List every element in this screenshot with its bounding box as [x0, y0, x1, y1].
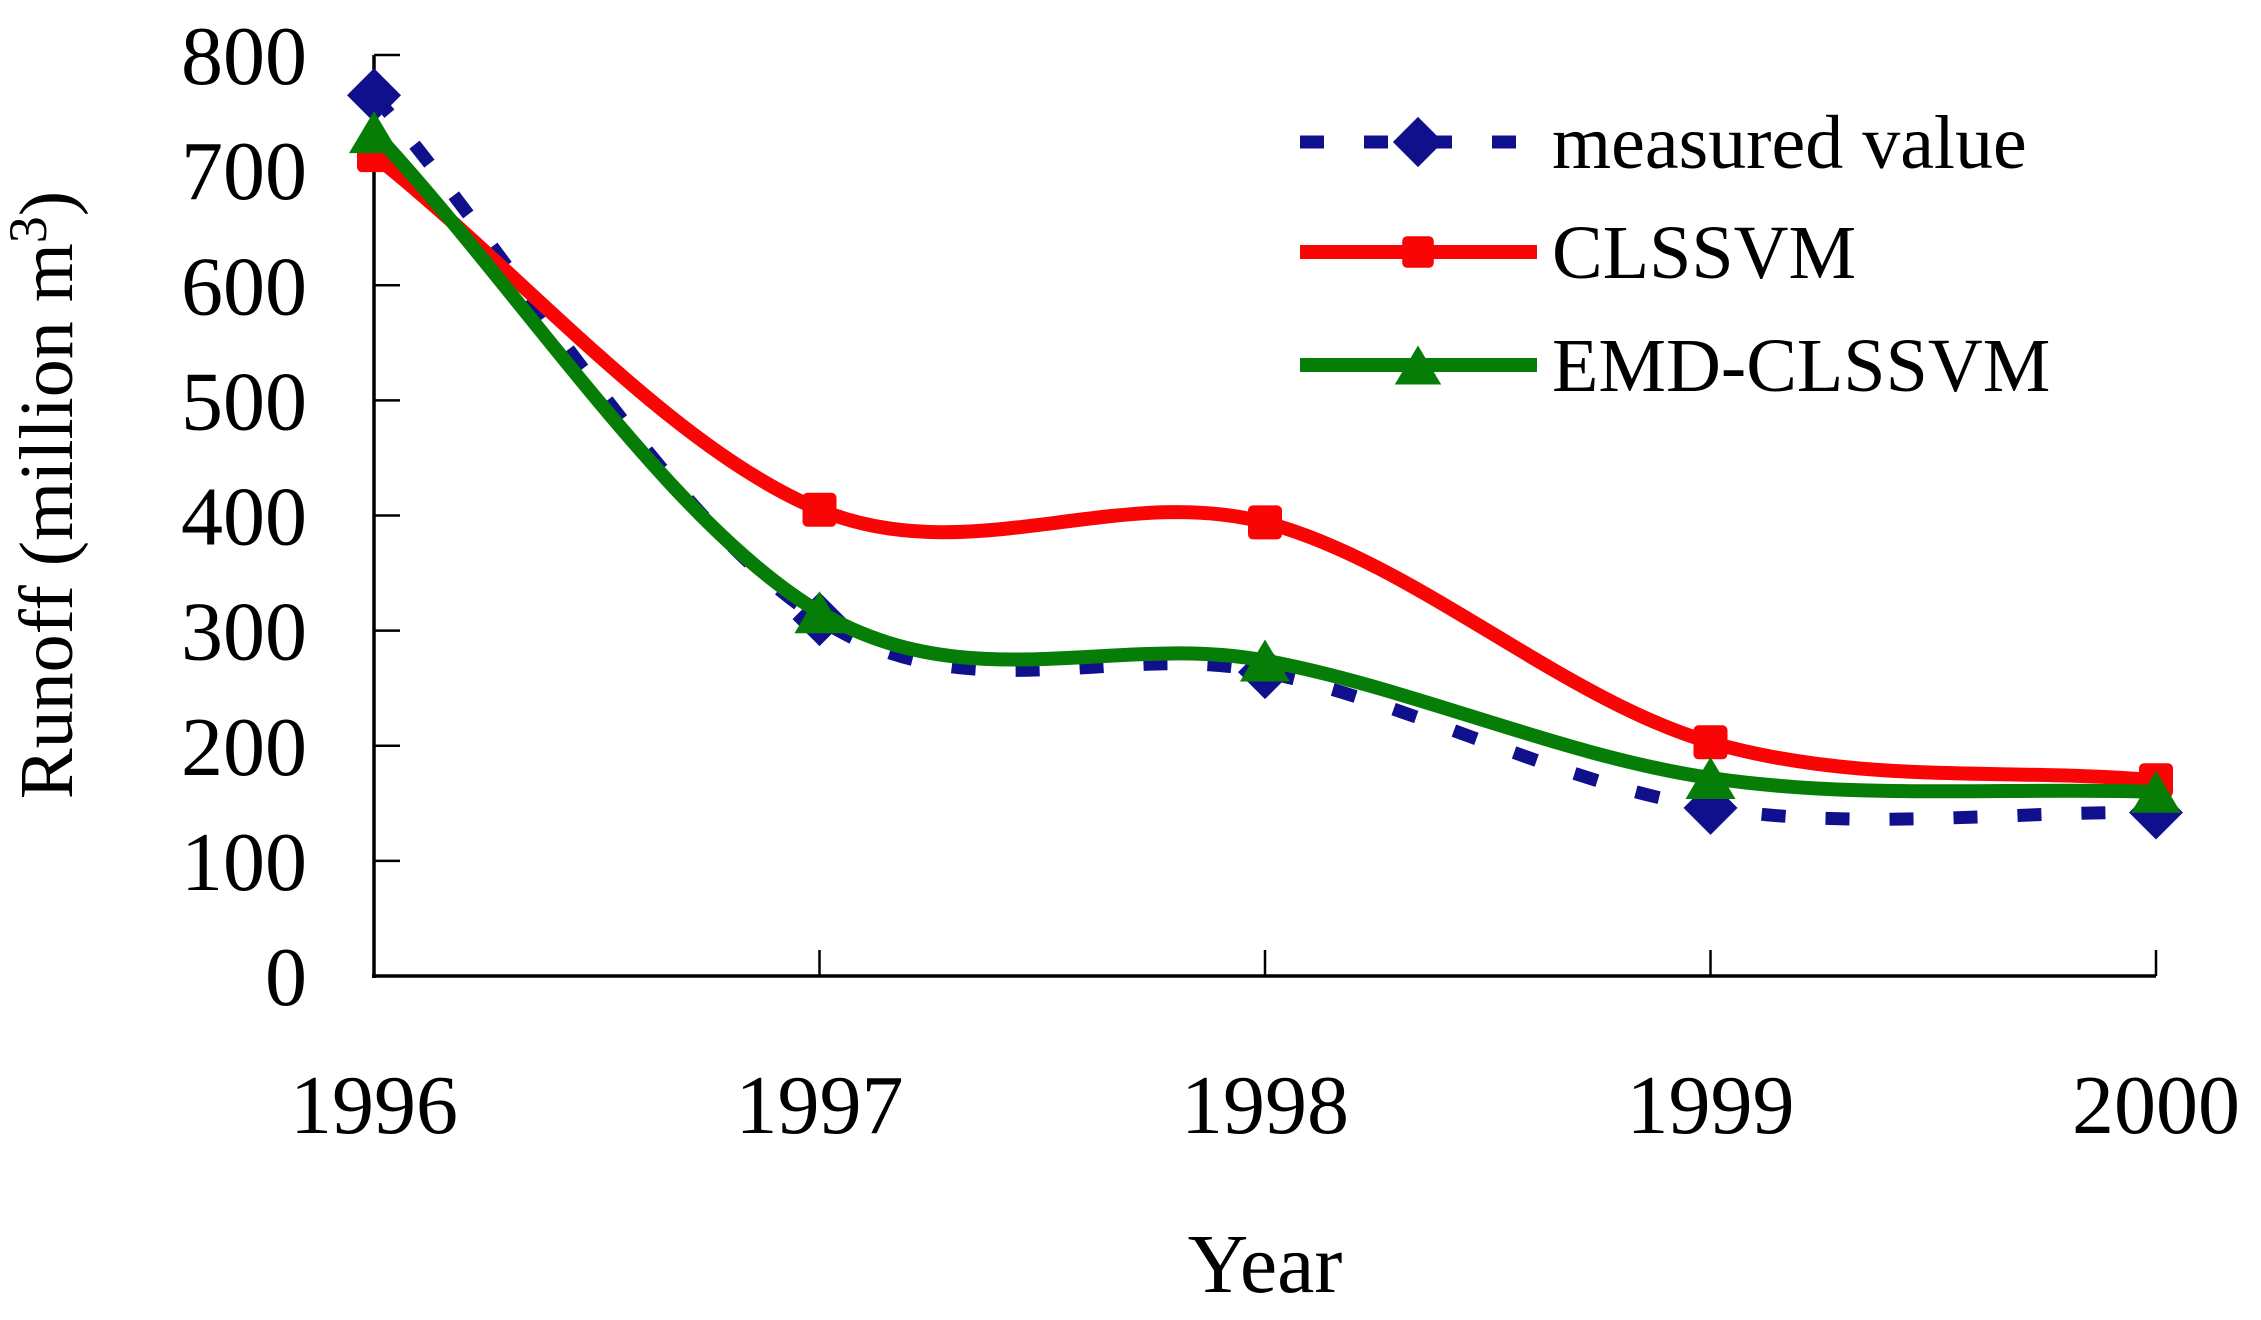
marker-emd-clssvm-2000 [2131, 770, 2181, 813]
x-tick-label-1996: 1996 [290, 1059, 458, 1152]
x-tick-label-1999: 1999 [1627, 1059, 1795, 1152]
legend-label-clssvm: CLSSVM [1552, 211, 1856, 295]
y-tick-label-800: 800 [181, 10, 307, 103]
y-tick-label-200: 200 [181, 701, 307, 794]
x-tick-label-2000: 2000 [2072, 1059, 2240, 1152]
series-line-emd-clssvm [367, 125, 2163, 799]
marker-clssvm-1998 [1248, 505, 1282, 540]
x-tick-label-1997: 1997 [736, 1059, 904, 1152]
marker-emd-clssvm-1997 [794, 591, 845, 634]
legend-label-emd-clssvm: EMD-CLSSVM [1552, 324, 2050, 408]
legend: measured value CLSSVM EMD-CLSSVM [1300, 101, 2050, 408]
legend-label-measured-value: measured value [1552, 101, 2027, 185]
legend-triangle-icon [1394, 345, 1442, 385]
series-emd-clssvm [349, 111, 2181, 813]
x-tick-label-1998: 1998 [1181, 1059, 1349, 1152]
marker-clssvm-1999 [1693, 725, 1728, 760]
legend-item-measured-value: measured value [1300, 101, 2027, 185]
legend-item-clssvm: CLSSVM [1300, 211, 1856, 295]
y-tick-label-300: 300 [181, 586, 307, 679]
y-tick-label-0: 0 [265, 931, 307, 1024]
y-tick-label-400: 400 [181, 471, 307, 564]
series-line-measured-value [369, 91, 2157, 826]
marker-emd-clssvm-1999 [1685, 756, 1736, 799]
legend-diamond-icon [1392, 116, 1444, 168]
y-tick-label-600: 600 [181, 240, 307, 333]
y-tick-label-500: 500 [181, 355, 307, 448]
marker-emd-clssvm-1996 [349, 111, 399, 154]
marker-clssvm-1997 [802, 492, 837, 527]
marker-measured-value-1996 [347, 68, 401, 123]
y-tick-label-100: 100 [181, 816, 307, 909]
legend-item-emd-clssvm: EMD-CLSSVM [1300, 324, 2050, 408]
y-tick-label-700: 700 [181, 125, 307, 218]
x-axis-title: Year [1188, 1218, 1343, 1311]
axes: 0 100 200 300 400 500 600 700 800 1996 1997 1998 199… [181, 10, 2240, 1152]
y-axis-title: Runoff (million m3) [0, 191, 89, 799]
marker-emd-clssvm-1998 [1240, 639, 1290, 682]
series-clssvm [357, 138, 2173, 798]
legend-square-icon [1402, 236, 1434, 268]
